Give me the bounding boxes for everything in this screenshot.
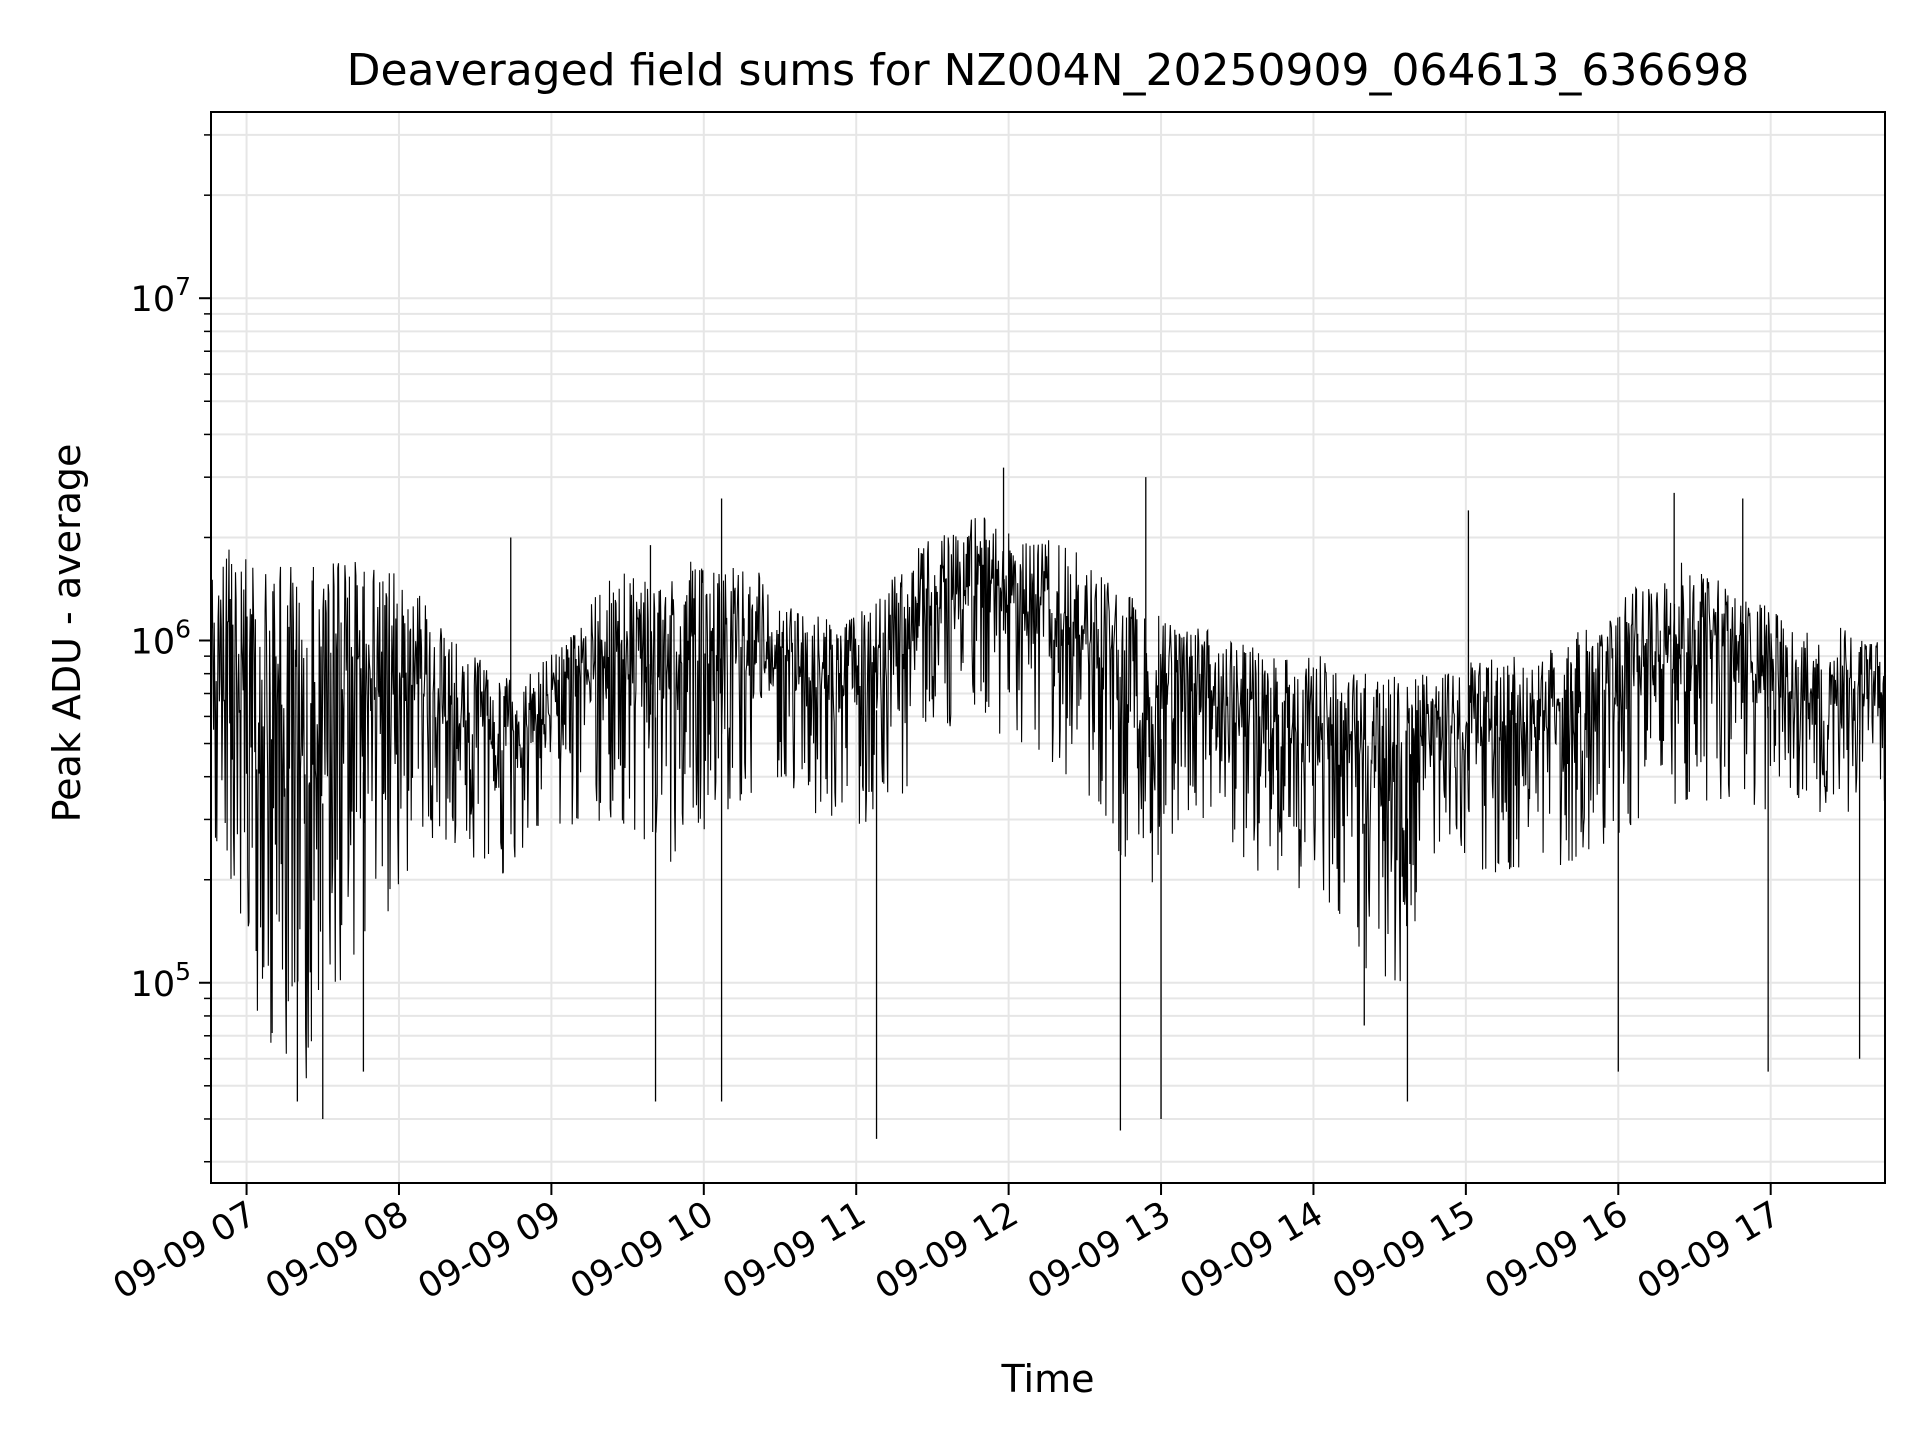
y-axis-label: Peak ADU - average [45,444,89,823]
y-tick-label: 106 [131,614,191,662]
y-tick-exponent: 6 [175,614,191,643]
y-tick-base: 10 [131,280,176,320]
y-tick-base: 10 [131,965,176,1005]
y-tick-exponent: 5 [175,957,191,986]
x-axis-label: Time [1001,1357,1095,1401]
series-line [210,517,1886,1079]
y-tick-label: 107 [131,272,191,320]
chart-title: Deaveraged field sums for NZ004N_2025090… [347,45,1750,96]
data-series [210,467,1886,1139]
y-tick-base: 10 [131,622,176,662]
y-tick-label: 105 [131,957,191,1005]
plot-frame [210,111,1886,1184]
y-tick-exponent: 7 [175,272,191,301]
